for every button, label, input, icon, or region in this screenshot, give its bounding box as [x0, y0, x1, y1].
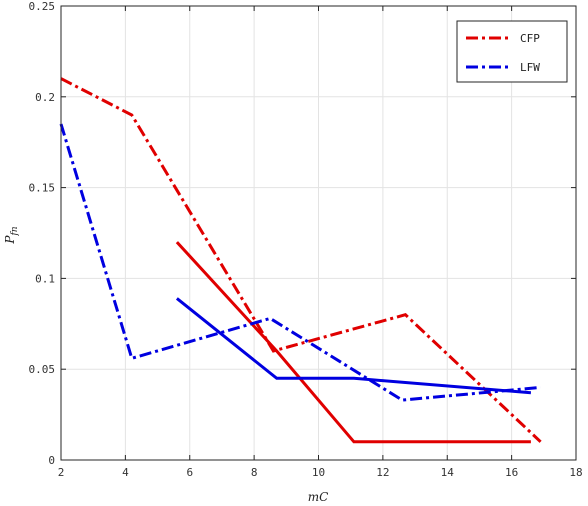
- y-tick-label: 0.1: [35, 272, 55, 285]
- series-line-2: [175, 241, 531, 444]
- x-tick-label: 2: [58, 466, 65, 479]
- x-tick-label: 18: [569, 466, 582, 479]
- y-tick-label: 0.15: [29, 182, 56, 195]
- legend-box: [456, 20, 568, 83]
- legend: CFP LFW: [456, 20, 568, 83]
- y-axis-ticks: 0 0.05 0.1 0.15 0.2 0.25: [29, 0, 576, 467]
- series-lines: [59, 77, 542, 444]
- series-line-4: [175, 297, 532, 395]
- legend-label-lfw: LFW: [520, 61, 540, 74]
- x-tick-label: 4: [122, 466, 129, 479]
- x-axis-ticks: 2 4 6 8 10 12 14 16 18: [58, 6, 583, 479]
- x-tick-label: 14: [441, 466, 455, 479]
- grid-lines: [60, 5, 577, 461]
- y-axis-label: Pfn: [3, 226, 20, 244]
- series-line-3: [59, 123, 541, 402]
- x-tick-label: 12: [376, 466, 389, 479]
- y-tick-label: 0: [48, 454, 55, 467]
- x-tick-label: 6: [186, 466, 193, 479]
- y-tick-label: 0.05: [29, 363, 56, 376]
- x-tick-label: 8: [251, 466, 258, 479]
- x-tick-label: 16: [505, 466, 518, 479]
- x-tick-label: 10: [312, 466, 325, 479]
- y-axis-label-subscript: fn: [10, 226, 20, 236]
- y-tick-label: 0.25: [29, 0, 56, 13]
- y-axis-label-main: P: [3, 235, 17, 245]
- x-axis-label: mC: [308, 490, 329, 504]
- y-tick-label: 0.2: [35, 91, 55, 104]
- legend-label-cfp: CFP: [520, 32, 540, 45]
- series-line-1: [60, 77, 542, 443]
